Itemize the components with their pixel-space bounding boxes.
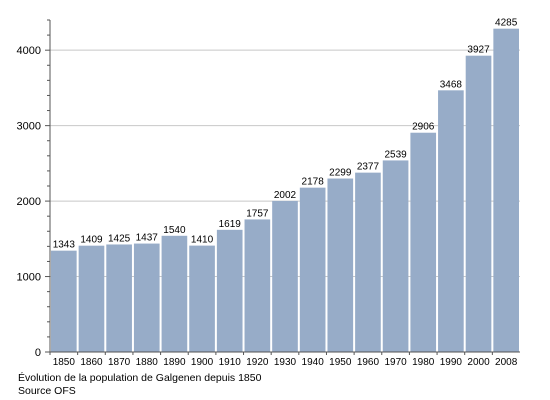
bar: [216, 229, 243, 352]
chart-caption: Évolution de la population de Galgenen d…: [18, 372, 262, 384]
x-tick-label: 1930: [274, 357, 297, 368]
bar: [161, 235, 188, 352]
x-tick-label: 1990: [440, 357, 463, 368]
bar-value-label: 1540: [163, 225, 186, 236]
x-tick-label: 1960: [357, 357, 380, 368]
x-tick-label: 1870: [108, 357, 131, 368]
x-tick-label: 1860: [80, 357, 103, 368]
bar-value-label: 2906: [412, 122, 435, 133]
bar-value-label: 2377: [357, 162, 380, 173]
bar: [272, 200, 298, 352]
y-tick-label: 2000: [17, 196, 41, 208]
bar: [133, 243, 160, 352]
population-bar-chart: 0 1000 2000 3000 4000 1343 1850 1409 1860 1425 187…: [17, 18, 520, 368]
bar: [410, 132, 437, 352]
x-tick-label: 1950: [329, 357, 352, 368]
bar-value-label: 2178: [302, 177, 325, 188]
bar: [51, 250, 77, 352]
bar: [299, 187, 326, 352]
bar-value-label: 2299: [329, 168, 352, 179]
bar-value-label: 1757: [246, 208, 269, 219]
bar-value-label: 1619: [219, 219, 242, 230]
bar-value-label: 3468: [440, 79, 463, 90]
bar: [189, 245, 215, 352]
bar: [78, 245, 105, 352]
bar: [493, 28, 519, 352]
bar-value-label: 4285: [495, 18, 518, 29]
x-tick-label: 1970: [384, 357, 407, 368]
x-tick-label: 1880: [136, 357, 159, 368]
x-tick-label: 1900: [191, 357, 214, 368]
bar-value-label: 1437: [136, 233, 159, 244]
x-tick-label: 1890: [163, 357, 186, 368]
x-tick-label: 1980: [412, 357, 435, 368]
bar-value-label: 1343: [53, 240, 76, 251]
bar-value-label: 3927: [467, 45, 490, 56]
bar-value-label: 2539: [384, 149, 407, 160]
chart-source: Source OFS: [18, 385, 76, 397]
x-tick-label: 1850: [53, 357, 76, 368]
bar-value-label: 1409: [80, 235, 103, 246]
bar: [438, 90, 464, 352]
y-tick-label: 3000: [17, 121, 41, 133]
bar: [106, 244, 132, 352]
bar: [465, 55, 492, 352]
y-tick-label: 0: [35, 347, 41, 359]
y-tick-label: 1000: [17, 272, 41, 284]
bar: [355, 172, 381, 352]
y-tick-label: 4000: [17, 45, 41, 57]
x-tick-label: 1910: [219, 357, 242, 368]
bar: [382, 160, 409, 352]
bar-value-label: 2002: [274, 190, 297, 201]
x-tick-label: 2000: [467, 357, 490, 368]
bar: [327, 178, 354, 352]
x-tick-label: 2008: [495, 357, 518, 368]
bar: [244, 219, 271, 352]
bar-value-label: 1410: [191, 235, 214, 246]
x-tick-label: 1940: [302, 357, 325, 368]
x-tick-label: 1920: [246, 357, 269, 368]
bar-value-label: 1425: [108, 233, 131, 244]
